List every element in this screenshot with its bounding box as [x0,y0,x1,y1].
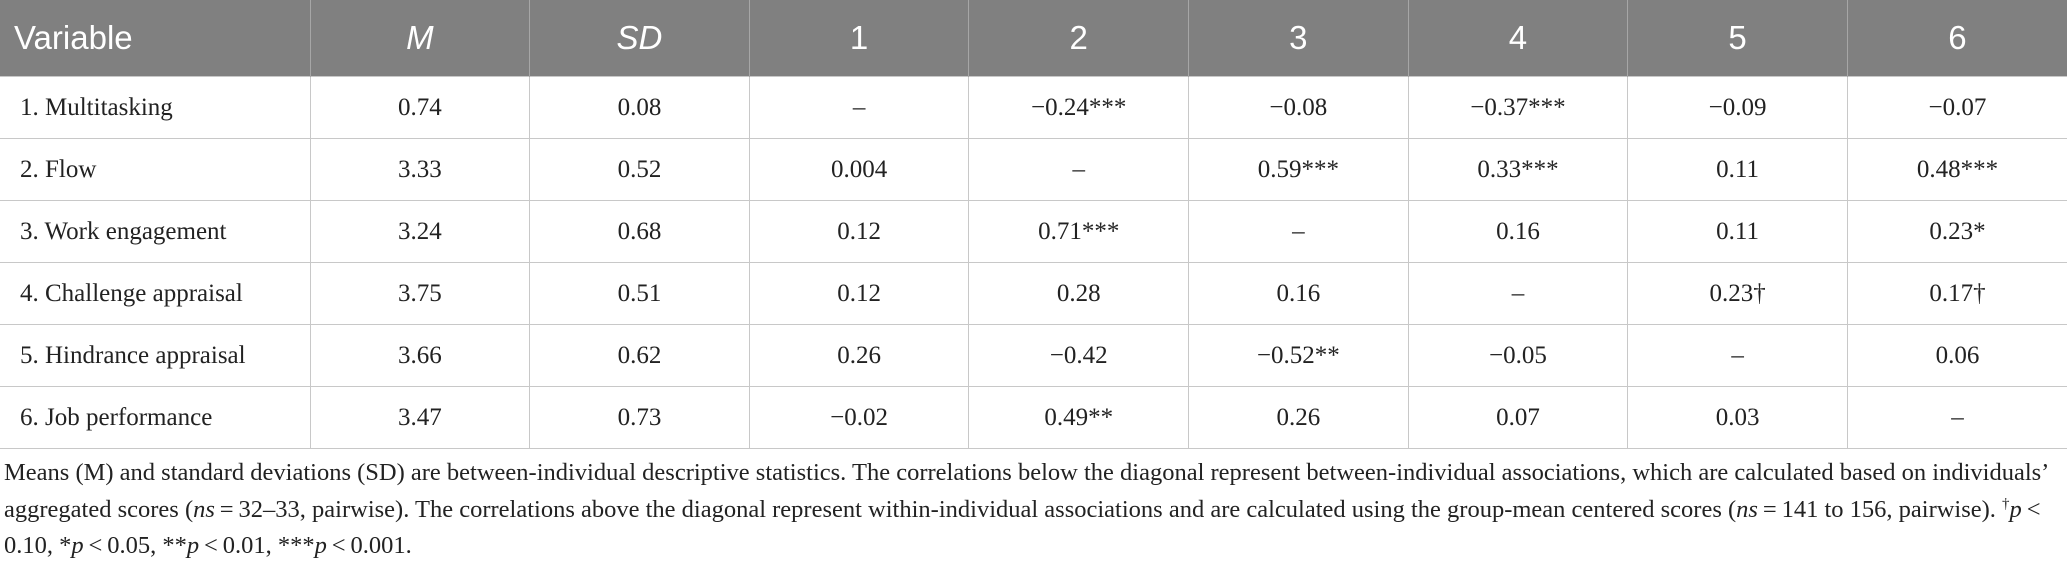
table-row: 4. Challenge appraisal 3.75 0.51 0.12 0.28 0.… [0,262,2067,325]
cell: 0.62 [529,324,750,387]
cell: 3.66 [309,324,531,387]
cell: 0.08 [529,76,750,139]
note-italic: ns [1736,495,1758,523]
cell: −0.08 [1188,76,1409,139]
cell: 0.23† [1627,262,1848,325]
cell: 0.16 [1188,262,1409,325]
cell: – [1846,386,2067,449]
column-header: 5 [1627,0,1848,77]
cell: 0.11 [1627,138,1848,201]
note-italic: p [71,532,84,559]
cell: 0.26 [1188,386,1409,449]
cell: 0.33*** [1407,138,1629,201]
table-row: 3. Work engagement 3.24 0.68 0.12 0.71*** –0.… [0,200,2067,263]
cell: – [1407,262,1629,325]
cell: – [748,76,970,139]
cell: 3.75 [309,262,531,325]
cell: −0.24*** [968,76,1189,139]
cell: 0.73 [529,386,750,449]
cell: 0.49** [968,386,1189,449]
column-header: 6 [1846,0,2067,77]
note-italic: p [2009,495,2022,523]
cell: 0.07 [1407,386,1629,449]
column-header: Variable [0,0,310,77]
cell: 0.59*** [1188,138,1409,201]
row-label: 3. Work engagement [0,200,311,263]
table-body: 1. Multitasking 0.74 0.08– −0.24*** −0.08 −0.… [0,76,2067,449]
cell: −0.07 [1846,76,2067,139]
cell: −0.52** [1188,324,1409,387]
column-header: M [309,0,530,77]
table-row: 1. Multitasking 0.74 0.08– −0.24*** −0.08 −0.… [0,76,2067,139]
cell: 3.47 [309,386,531,449]
cell: – [1627,324,1848,387]
note-text: < 0.001. [326,532,412,559]
cell: 0.17† [1846,262,2067,325]
header-row: Variable M SD 1 2 3 4 5 6 [0,0,2067,77]
note-text: = 141 to 156, pairwise). [1757,495,2003,523]
note-text: < 0.05, ** [83,532,187,559]
correlation-table: Variable M SD 1 2 3 4 5 6 1. Multitasking 0.74 0.0… [0,0,2067,449]
cell: 0.004 [748,138,970,201]
cell: – [1188,200,1409,263]
cell: 0.06 [1846,324,2067,387]
column-header: SD [529,0,750,77]
note-dagger: † [2002,495,2010,512]
row-label: 2. Flow [0,138,311,201]
cell: 0.71*** [968,200,1189,263]
cell: −0.05 [1407,324,1629,387]
cell: 0.12 [748,200,970,263]
note-text: < 0.01, *** [199,532,315,559]
row-label: 1. Multitasking [0,76,311,139]
note-text: Means (M) and standard deviations (SD) a… [4,459,2048,523]
row-label: 4. Challenge appraisal [0,262,311,325]
cell: −0.37*** [1407,76,1629,139]
note-text: < 0.10, * [4,495,2046,560]
table-note: Means (M) and standard deviations (SD) a… [0,449,2067,565]
cell: 0.03 [1627,386,1848,449]
note-text: = 32–33, pairwise). The correlations abo… [214,495,1737,523]
cell: 3.24 [309,200,531,263]
cell: 0.68 [529,200,750,263]
cell: −0.09 [1627,76,1848,139]
note-italic: p [314,532,327,559]
cell: 0.23* [1846,200,2067,263]
cell: 0.16 [1407,200,1629,263]
cell: 0.26 [748,324,970,387]
row-label: 5. Hindrance appraisal [0,324,311,387]
cell: 0.12 [748,262,970,325]
cell: 0.11 [1627,200,1848,263]
cell: −0.02 [748,386,970,449]
column-header: 2 [968,0,1189,77]
table-row: 5. Hindrance appraisal 3.66 0.62 0.26 −0.42−… [0,324,2067,387]
column-header: 4 [1407,0,1628,77]
cell: 0.48*** [1846,138,2067,201]
table-row: 2. Flow 3.33 0.52 0.004–0.59*** 0.33*** 0.11 0… [0,138,2067,201]
cell: – [968,138,1189,201]
cell: 0.28 [968,262,1189,325]
cell: 0.51 [529,262,750,325]
note-italic: ns [193,495,215,523]
cell: 0.74 [309,76,531,139]
cell: 3.33 [309,138,531,201]
row-label: 6. Job performance [0,386,311,449]
note-italic: p [186,532,200,559]
cell: 0.52 [529,138,750,201]
table-row: 6. Job performance 3.47 0.73 −0.02 0.49** 0.2… [0,386,2067,449]
column-header: 3 [1188,0,1409,77]
column-header: 1 [748,0,969,77]
cell: −0.42 [968,324,1189,387]
